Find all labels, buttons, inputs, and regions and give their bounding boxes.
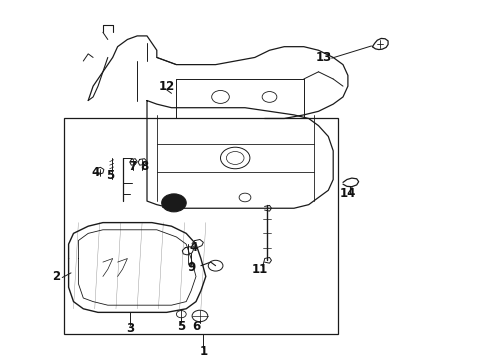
Text: 3: 3 <box>126 322 134 335</box>
Text: 14: 14 <box>340 188 356 201</box>
Bar <box>64 118 338 334</box>
Text: 12: 12 <box>158 80 175 93</box>
Text: 8: 8 <box>141 161 148 174</box>
Text: 11: 11 <box>251 263 268 276</box>
Text: 5: 5 <box>106 170 114 183</box>
Text: 13: 13 <box>315 51 332 64</box>
Text: 1: 1 <box>199 345 207 358</box>
Text: 5: 5 <box>177 320 185 333</box>
Text: 10: 10 <box>161 198 177 211</box>
Text: 9: 9 <box>187 261 195 274</box>
Text: 4: 4 <box>190 241 197 254</box>
Text: 7: 7 <box>128 161 136 174</box>
Text: 2: 2 <box>52 270 60 283</box>
Text: 4: 4 <box>92 166 99 179</box>
Circle shape <box>162 194 186 212</box>
Text: 6: 6 <box>192 320 200 333</box>
